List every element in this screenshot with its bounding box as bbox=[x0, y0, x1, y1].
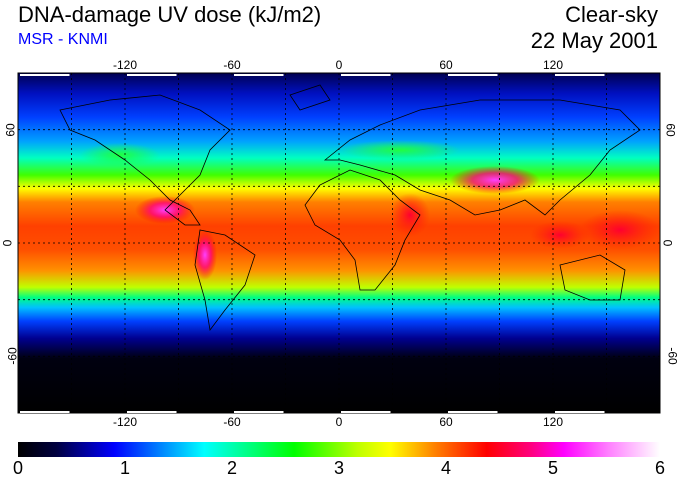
longitude-label: -120 bbox=[112, 415, 138, 429]
frame-tick bbox=[341, 411, 391, 413]
longitude-label: 60 bbox=[439, 415, 453, 429]
frame-tick bbox=[20, 411, 70, 413]
frame-tick bbox=[341, 74, 391, 76]
latitude-label: 60 bbox=[3, 122, 18, 137]
colorbar-tick-label: 5 bbox=[547, 458, 559, 478]
colorbar-tick-label: 6 bbox=[654, 458, 666, 478]
frame-tick bbox=[555, 411, 605, 413]
frame-tick bbox=[234, 74, 284, 76]
longitude-label: 120 bbox=[542, 415, 564, 429]
frame-ticks bbox=[20, 74, 605, 413]
frame-tick bbox=[127, 74, 177, 76]
frame-tick bbox=[448, 411, 498, 413]
colorbar bbox=[18, 442, 660, 457]
latitude-label: 0 bbox=[0, 239, 15, 247]
latitude-label: -60 bbox=[665, 347, 678, 365]
longitude-label: 0 bbox=[335, 58, 343, 72]
latitude-label: 0 bbox=[660, 239, 675, 247]
uv-dose-map bbox=[17, 72, 661, 414]
latitude-label: -60 bbox=[5, 347, 20, 365]
longitude-label: -60 bbox=[223, 58, 241, 72]
longitude-label: 0 bbox=[335, 415, 343, 429]
map-date: 22 May 2001 bbox=[530, 28, 658, 53]
sky-condition: Clear-sky bbox=[565, 2, 658, 27]
graticule bbox=[18, 73, 660, 413]
frame-tick bbox=[20, 74, 70, 76]
colorbar-tick-label: 0 bbox=[12, 458, 24, 478]
frame-tick bbox=[555, 74, 605, 76]
map-title: DNA-damage UV dose (kJ/m2) bbox=[18, 2, 322, 27]
longitude-label: -120 bbox=[112, 58, 138, 72]
longitude-label: 120 bbox=[542, 58, 564, 72]
uv-hotspots bbox=[80, 140, 660, 280]
latitude-label: 60 bbox=[663, 122, 678, 137]
colorbar-tick-label: 2 bbox=[226, 458, 238, 478]
frame-tick bbox=[448, 74, 498, 76]
map-frame bbox=[17, 72, 661, 414]
longitude-label: 60 bbox=[439, 58, 453, 72]
frame-tick bbox=[234, 411, 284, 413]
coastlines bbox=[59, 84, 641, 331]
colorbar-tick-label: 1 bbox=[119, 458, 131, 478]
colorbar-tick-label: 4 bbox=[440, 458, 452, 478]
colorbar-tick-label: 3 bbox=[333, 458, 345, 478]
frame-tick bbox=[127, 411, 177, 413]
source-label: MSR - KNMI bbox=[18, 31, 108, 48]
longitude-label: -60 bbox=[223, 415, 241, 429]
